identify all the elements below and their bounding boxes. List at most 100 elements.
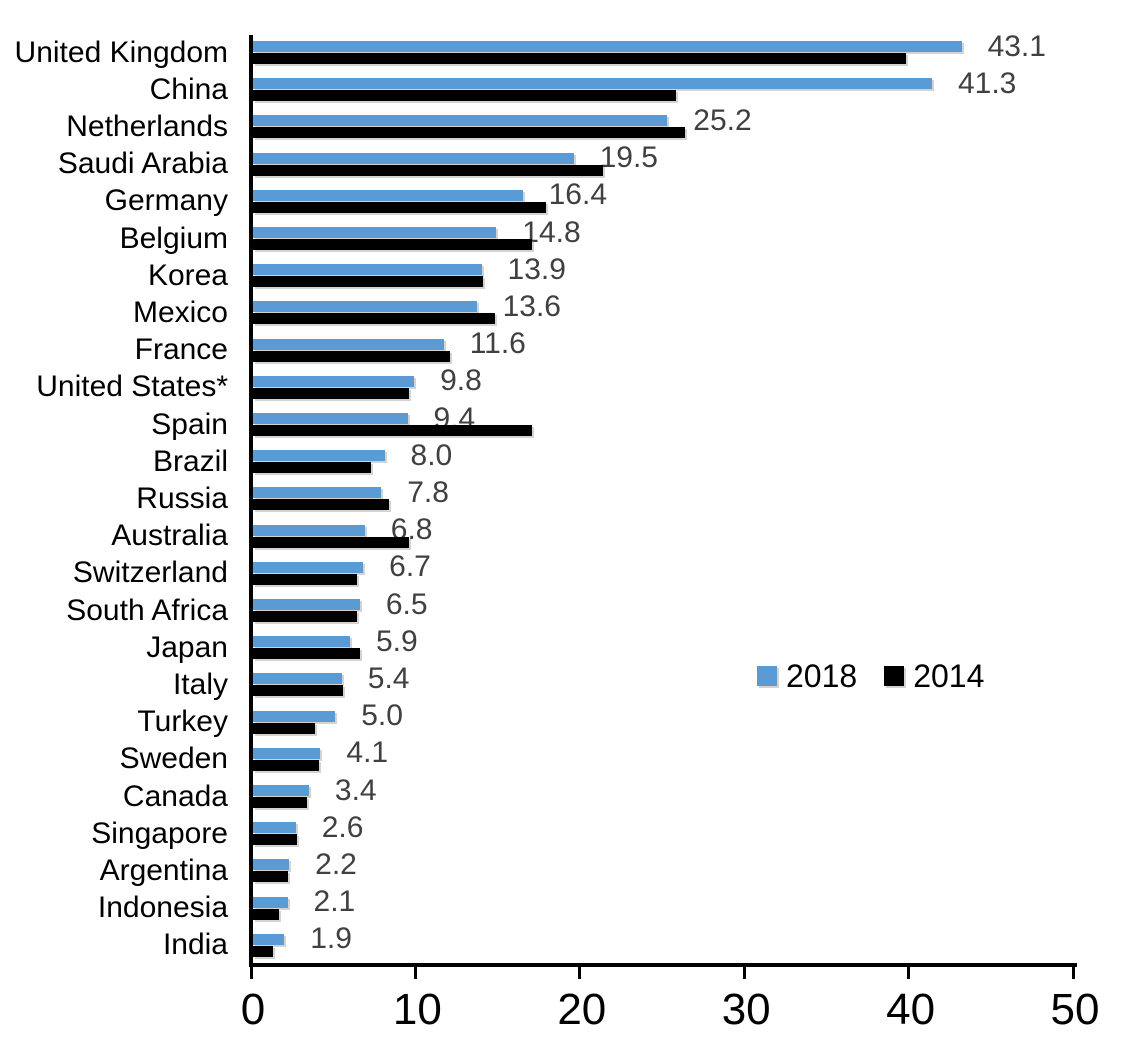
x-tick-label-10: 10 xyxy=(392,985,442,1034)
category-label-mexico: Mexico xyxy=(132,295,228,329)
value-label-indonesia: 2.1 xyxy=(313,885,356,919)
category-label-singapore: Singapore xyxy=(91,816,228,850)
bar-2018-italy xyxy=(253,673,342,685)
x-tick-label-20: 20 xyxy=(557,985,607,1034)
legend-label-2014: 2014 xyxy=(913,658,985,694)
bar-2014-india xyxy=(253,945,273,957)
bar-2018-belgium xyxy=(253,227,497,238)
category-label-italy: Italy xyxy=(172,667,228,701)
value-label-south-africa: 6.5 xyxy=(385,587,428,621)
category-label-netherlands: Netherlands xyxy=(66,109,228,143)
category-label-brazil: Brazil xyxy=(152,444,228,478)
bar-2018-china xyxy=(253,78,932,90)
x-tick-10 xyxy=(413,967,417,979)
value-label-korea: 13.9 xyxy=(507,252,566,286)
bar-2014-singapore xyxy=(253,834,298,846)
value-label-mexico: 13.6 xyxy=(502,289,561,323)
value-label-switzerland: 6.7 xyxy=(389,550,431,584)
bar-2014-saudi-arabia xyxy=(253,164,604,176)
x-tick-label-0: 0 xyxy=(240,985,266,1034)
value-label-germany: 16.4 xyxy=(548,178,607,212)
value-label-saudi-arabia: 19.5 xyxy=(599,141,658,175)
category-label-switzerland: Switzerland xyxy=(72,556,228,590)
category-label-saudi-arabia: Saudi Arabia xyxy=(57,147,228,181)
bar-2014-italy xyxy=(253,685,344,697)
bar-2018-argentina xyxy=(253,859,290,871)
bar-2014-germany xyxy=(253,201,546,213)
x-tick-30 xyxy=(742,967,746,979)
category-label-south-africa: South Africa xyxy=(66,593,228,627)
value-label-brazil: 8.0 xyxy=(410,438,453,472)
value-label-netherlands: 25.2 xyxy=(693,103,752,137)
bar-2018-canada xyxy=(253,785,309,796)
category-label-spain: Spain xyxy=(151,407,228,441)
bar-2014-switzerland xyxy=(253,573,357,585)
bar-2014-indonesia xyxy=(253,908,280,920)
bar-2018-saudi-arabia xyxy=(253,152,574,164)
bar-2014-china xyxy=(253,90,676,102)
category-label-china: China xyxy=(149,72,228,106)
value-label-singapore: 2.6 xyxy=(321,810,364,844)
x-tick-20 xyxy=(578,967,582,979)
bar-2018-turkey xyxy=(253,710,336,722)
bar-2014-france xyxy=(253,350,451,362)
bar-2018-australia xyxy=(253,524,365,536)
bar-2014-argentina xyxy=(253,871,288,883)
x-tick-label-30: 30 xyxy=(721,985,771,1034)
legend-item-2014: 2014 xyxy=(884,660,984,692)
bar-2014-korea xyxy=(253,276,484,288)
value-label-united-kingdom: 43.1 xyxy=(987,29,1046,63)
x-tick-label-40: 40 xyxy=(886,985,936,1034)
value-label-japan: 5.9 xyxy=(375,624,418,658)
bar-2018-japan xyxy=(253,636,350,648)
x-tick-40 xyxy=(907,967,911,979)
legend-swatch-2018-icon xyxy=(757,666,777,686)
bar-2014-sweden xyxy=(253,759,319,771)
bar-2014-united-kingdom xyxy=(253,53,906,64)
bar-2018-singapore xyxy=(253,822,296,834)
category-label-france: France xyxy=(134,333,228,367)
bar-2014-spain xyxy=(253,425,533,436)
bar-2018-switzerland xyxy=(253,561,364,573)
value-label-sweden: 4.1 xyxy=(346,736,389,770)
bar-2018-united-states xyxy=(253,375,415,387)
bar-2014-russia xyxy=(253,499,390,511)
bar-2018-netherlands xyxy=(253,115,668,127)
x-axis-line xyxy=(249,963,1077,967)
bar-2014-australia xyxy=(253,536,410,548)
value-label-russia: 7.8 xyxy=(407,475,449,509)
bar-2018-korea xyxy=(253,264,482,276)
x-tick-label-50: 50 xyxy=(1050,985,1100,1034)
value-label-canada: 3.4 xyxy=(334,773,377,807)
bar-2014-belgium xyxy=(253,239,533,250)
bar-2014-south-africa xyxy=(253,611,357,622)
bar-2014-turkey xyxy=(253,722,316,734)
bar-2018-brazil xyxy=(253,450,385,462)
value-label-italy: 5.4 xyxy=(367,661,410,695)
bar-2014-japan xyxy=(253,648,360,660)
value-label-china: 41.3 xyxy=(957,66,1017,100)
category-label-japan: Japan xyxy=(146,630,228,664)
category-label-united-states: United States* xyxy=(36,370,228,404)
value-label-france: 11.6 xyxy=(469,327,526,361)
legend: 2018 2014 xyxy=(757,660,984,692)
category-label-indonesia: Indonesia xyxy=(97,891,228,925)
value-label-india: 1.9 xyxy=(310,922,352,956)
bar-2014-netherlands xyxy=(253,127,686,139)
value-label-united-states: 9.8 xyxy=(440,364,482,398)
legend-item-2018: 2018 xyxy=(757,660,857,692)
bar-2018-south-africa xyxy=(253,599,360,610)
category-label-australia: Australia xyxy=(111,519,228,553)
category-label-argentina: Argentina xyxy=(99,853,228,887)
legend-label-2018: 2018 xyxy=(786,658,858,694)
bar-2018-sweden xyxy=(253,747,321,759)
x-tick-0 xyxy=(249,967,253,979)
category-label-russia: Russia xyxy=(136,481,228,515)
category-label-sweden: Sweden xyxy=(119,742,228,776)
bar-2018-indonesia xyxy=(253,896,288,908)
bar-2018-mexico xyxy=(253,301,477,313)
bar-2014-brazil xyxy=(253,462,372,474)
bar-2018-france xyxy=(253,338,444,350)
bar-2018-india xyxy=(253,933,285,945)
